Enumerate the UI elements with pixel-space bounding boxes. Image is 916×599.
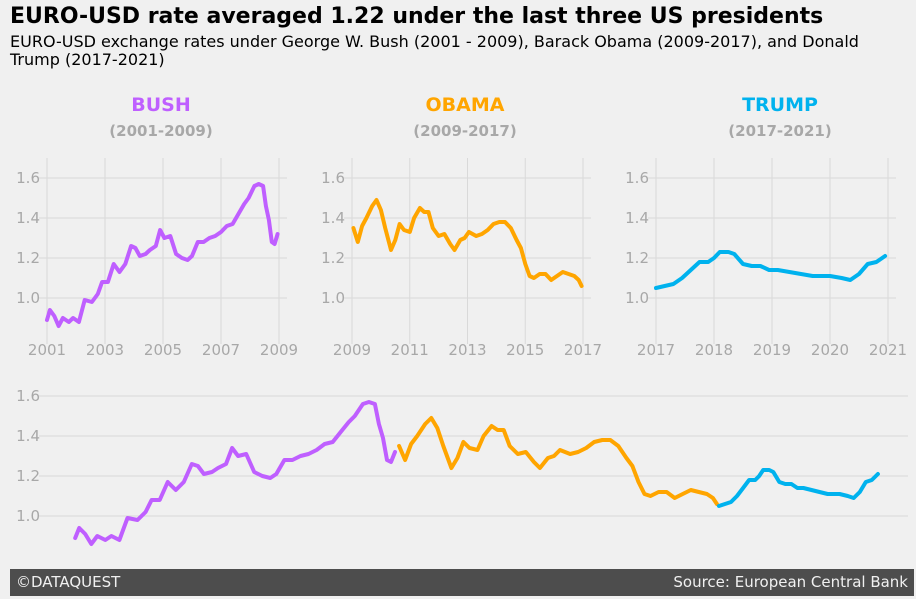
combined-obama-series-line — [399, 418, 717, 504]
obama-xtick-label: 2009 — [333, 341, 371, 359]
bush-xtick-label: 2005 — [144, 341, 182, 359]
obama-ytick-label: 1.2 — [321, 249, 345, 267]
footer-source: Source: European Central Bank — [673, 573, 908, 591]
bush-xtick-label: 2001 — [28, 341, 66, 359]
combined-ytick-label: 1.6 — [16, 387, 40, 405]
combined-ytick-label: 1.2 — [16, 467, 40, 485]
bush-ytick-label: 1.6 — [16, 169, 40, 187]
obama-ytick-label: 1.0 — [321, 289, 345, 307]
obama-period-label: (2009-2017) — [413, 122, 516, 140]
trump-xtick-label: 2017 — [637, 341, 675, 359]
trump-heading: TRUMP — [742, 94, 818, 116]
combined-ytick-label: 1.0 — [16, 507, 40, 525]
bush-ytick-label: 1.0 — [16, 289, 40, 307]
combined-trump-series-line — [719, 470, 878, 506]
obama-xtick-label: 2011 — [391, 341, 429, 359]
trump-ytick-label: 1.0 — [625, 289, 649, 307]
trump-series-line — [656, 252, 885, 288]
trump-ytick-label: 1.6 — [625, 169, 649, 187]
trump-ytick-label: 1.2 — [625, 249, 649, 267]
obama-ytick-label: 1.4 — [321, 209, 345, 227]
bush-xtick-label: 2009 — [260, 341, 298, 359]
bush-xtick-label: 2007 — [202, 341, 240, 359]
bush-xtick-label: 2003 — [86, 341, 124, 359]
bush-series-line — [47, 184, 278, 326]
trump-period-label: (2017-2021) — [728, 122, 831, 140]
bush-ytick-label: 1.4 — [16, 209, 40, 227]
combined-ytick-label: 1.4 — [16, 427, 40, 445]
obama-heading: OBAMA — [426, 94, 505, 116]
bush-period-label: (2001-2009) — [109, 122, 212, 140]
bush-ytick-label: 1.2 — [16, 249, 40, 267]
obama-xtick-label: 2013 — [448, 341, 486, 359]
obama-xtick-label: 2017 — [564, 341, 602, 359]
trump-xtick-label: 2021 — [869, 341, 907, 359]
footer-credit: ©DATAQUEST — [16, 573, 120, 591]
bush-heading: BUSH — [131, 94, 191, 116]
trump-xtick-label: 2019 — [753, 341, 791, 359]
obama-ytick-label: 1.6 — [321, 169, 345, 187]
obama-xtick-label: 2015 — [506, 341, 544, 359]
trump-xtick-label: 2018 — [695, 341, 733, 359]
footer-bar: ©DATAQUEST Source: European Central Bank — [10, 569, 914, 596]
trump-xtick-label: 2020 — [811, 341, 849, 359]
trump-ytick-label: 1.4 — [625, 209, 649, 227]
combined-bush-series-line — [75, 402, 395, 544]
